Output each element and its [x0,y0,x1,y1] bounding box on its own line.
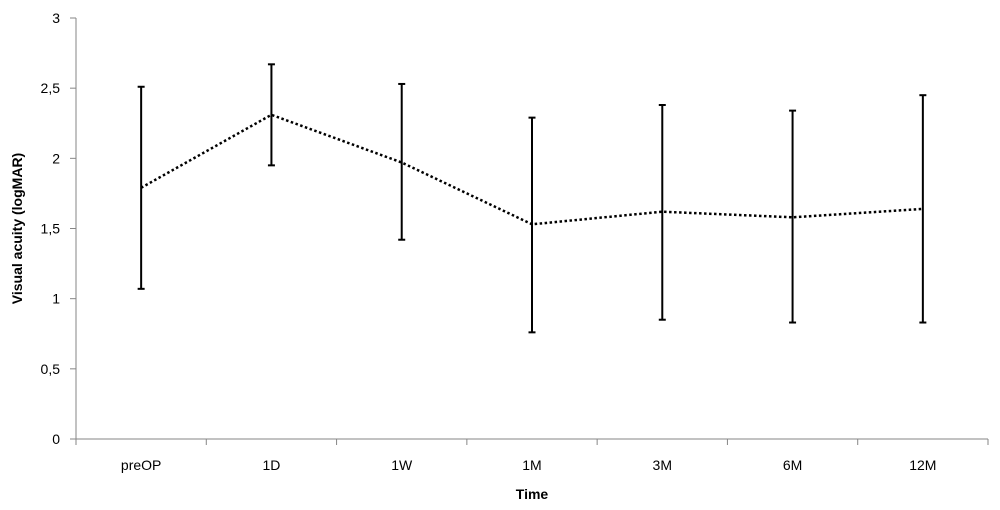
y-axis-title: Visual acuity (logMAR) [9,153,25,304]
y-tick-label: 1,5 [41,221,61,237]
x-ticks: preOP 1D 1W 1M 3M 6M 12M [75,439,989,473]
error-bar [398,82,406,241]
error-bar [789,109,797,324]
series-line-group [140,113,923,226]
y-tick-label: 2 [52,150,60,166]
error-bar [919,94,927,324]
x-tick-label: 1D [262,457,280,473]
x-tick-label: 12M [909,457,936,473]
y-tick-label: 1 [52,291,60,307]
x-axis-title: Time [516,486,549,502]
y-tick-label: 2,5 [41,80,61,96]
x-tick-label: 6M [783,457,802,473]
y-tick-label: 0,5 [41,361,61,377]
error-bars [137,63,927,334]
error-bar [267,63,275,167]
x-tick-label: 1W [391,457,413,473]
y-tick-label: 3 [52,10,60,26]
x-tick-label: preOP [121,457,161,473]
x-tick-label: 1M [522,457,541,473]
y-ticks: 0 0,5 1 1,5 2 2,5 3 [41,10,76,447]
x-tick-label: 3M [653,457,672,473]
series-line [140,113,923,226]
y-tick-label: 0 [52,431,60,447]
error-bar [658,104,666,321]
